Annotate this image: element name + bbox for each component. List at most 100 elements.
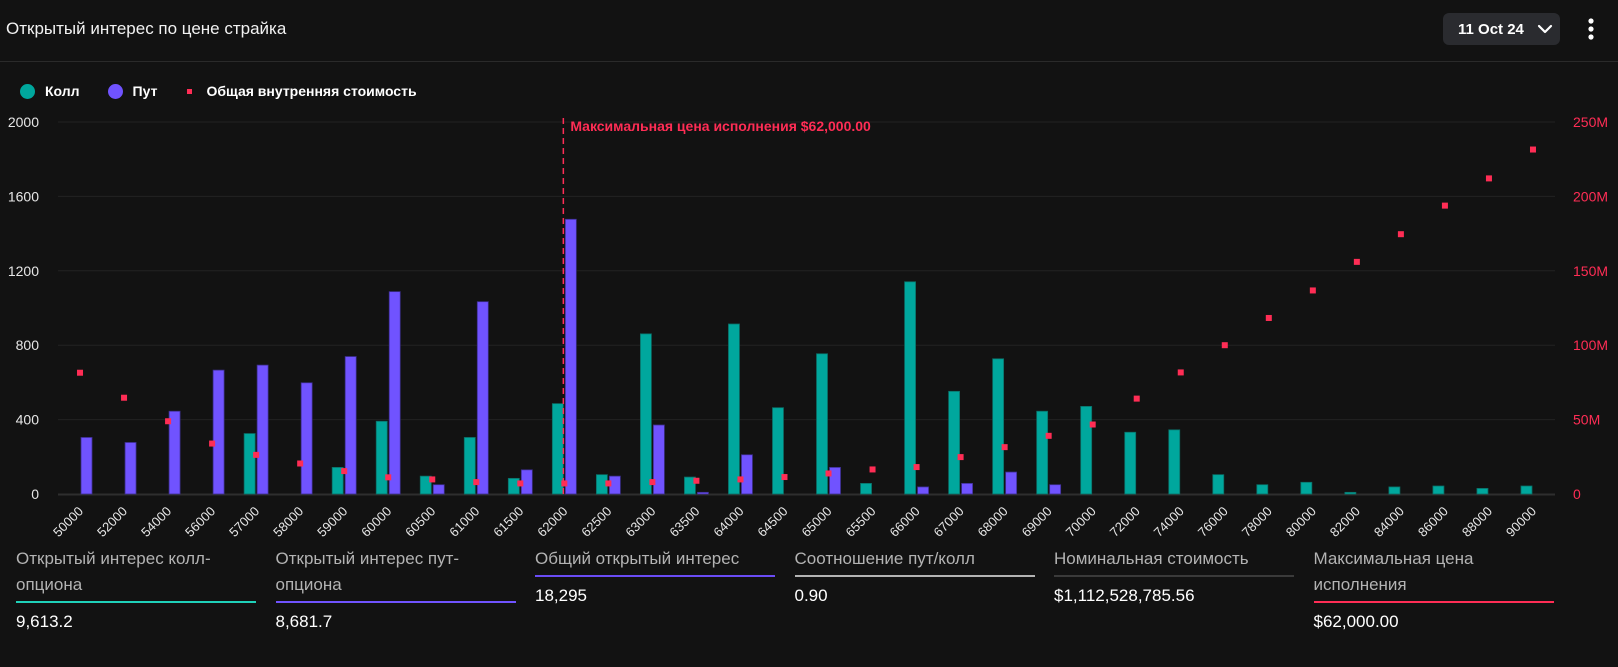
x-tick-label: 60500 (402, 504, 438, 540)
stat-notional-value: Номинальная стоимость $1,112,528,785.56 (1054, 546, 1294, 633)
stat-underline (794, 575, 1035, 577)
x-tick-label: 56000 (182, 504, 218, 540)
intrinsic-point (1045, 432, 1052, 439)
put-bar (917, 486, 929, 495)
intrinsic-point (1001, 444, 1008, 451)
intrinsic-point (737, 476, 744, 483)
call-bar (463, 437, 476, 495)
intrinsic-point (1089, 421, 1096, 428)
y-tick-label: 1600 (8, 188, 39, 204)
kebab-menu-icon[interactable] (1582, 14, 1600, 44)
page-title: Открытый интерес по цене страйка (6, 19, 287, 38)
intrinsic-point (649, 479, 656, 486)
stat-underline (1054, 575, 1294, 577)
date-selector-label: 11 Oct 24 (1458, 20, 1524, 38)
stat-label: Максимальная цена исполнения (1313, 549, 1474, 594)
x-tick-label: 63000 (622, 504, 658, 540)
y2-tick-label: 100M (1573, 337, 1608, 353)
call-bar (1168, 429, 1181, 495)
call-bar (728, 323, 740, 495)
put-bar (829, 467, 841, 495)
call-bar (375, 420, 388, 495)
x-tick-label: 67000 (931, 504, 967, 540)
put-bar (697, 491, 709, 495)
x-tick-label: 84000 (1371, 504, 1407, 540)
legend-item-intrinsic-value[interactable]: Общая внутренняя стоимость (185, 83, 417, 99)
put-bar (564, 218, 577, 495)
call-bar (1520, 485, 1533, 495)
call-bar (1432, 485, 1445, 495)
x-axis: 50000 52000 54000 56000 57000 58000 59000 60000… (50, 504, 1539, 540)
intrinsic-point (1529, 146, 1536, 153)
legend-label: Колл (45, 83, 80, 99)
intrinsic-point (1485, 175, 1492, 182)
legend-item-put[interactable]: Пут (107, 83, 158, 99)
header: Открытый интерес по цене страйка 11 Oct … (0, 0, 1618, 62)
intrinsic-point (781, 474, 788, 481)
stat-underline (275, 601, 516, 603)
put-bar (388, 291, 401, 495)
y2-tick-label: 200M (1573, 188, 1608, 204)
stats-row: Открытый интерес колл-опциона 9,613.2 От… (16, 546, 1573, 633)
intrinsic-point (253, 451, 260, 458)
intrinsic-point (473, 479, 480, 486)
date-selector[interactable]: 11 Oct 24 (1443, 13, 1560, 45)
y-tick-label: 400 (16, 412, 40, 428)
intrinsic-point (693, 477, 700, 484)
intrinsic-point (429, 476, 436, 483)
stat-put-oi: Открытый интерес пут-опциона 8,681.7 (275, 546, 516, 633)
x-tick-label: 62000 (534, 504, 570, 540)
call-bar (1124, 431, 1137, 495)
legend-label: Пут (132, 83, 158, 99)
call-bar (243, 433, 256, 495)
put-bar (741, 454, 753, 495)
put-bar (1005, 471, 1018, 495)
call-bar (419, 475, 432, 495)
intrinsic-point (1265, 314, 1272, 321)
stat-value: 9,613.2 (16, 612, 73, 631)
y2-tick-label: 50M (1573, 412, 1600, 428)
intrinsic-point (121, 394, 128, 401)
call-bar (772, 407, 784, 495)
x-tick-label: 69000 (1019, 504, 1055, 540)
x-tick-label: 65000 (798, 504, 834, 540)
x-tick-label: 90000 (1503, 504, 1539, 540)
call-bar (331, 467, 344, 495)
y-tick-label: 0 (31, 486, 39, 502)
put-bar (256, 364, 269, 495)
stat-label: Открытый интерес колл-опциона (16, 549, 211, 594)
put-bar (212, 369, 225, 495)
intrinsic-point (209, 440, 216, 447)
legend-item-call[interactable]: Колл (20, 83, 80, 99)
call-bar (992, 358, 1005, 495)
x-tick-label: 64500 (754, 504, 790, 540)
put-bar (80, 437, 93, 495)
max-pain-label: Максимальная цена исполнения $62,000.00 (570, 118, 871, 134)
x-tick-label: 60000 (358, 504, 394, 540)
put-bar (476, 301, 489, 495)
y-tick-label: 800 (16, 337, 40, 353)
x-tick-label: 61000 (446, 504, 482, 540)
put-bar (961, 482, 974, 495)
intrinsic-point (1397, 231, 1404, 238)
intrinsic-swatch-icon (187, 88, 193, 94)
call-bar (1212, 474, 1225, 495)
intrinsic-point (561, 480, 568, 487)
x-tick-label: 86000 (1415, 504, 1451, 540)
open-interest-chart: 0 400 800 1200 1600 2000 0 50M 100M 150M 200M 250M… (8, 114, 1608, 540)
intrinsic-point (77, 369, 84, 376)
x-tick-label: 66000 (887, 504, 923, 540)
y-axis-right: 0 50M 100M 150M 200M 250M (1573, 114, 1608, 502)
stat-max-pain: Максимальная цена исполнения $62,000.00 (1313, 546, 1554, 633)
intrinsic-point (1133, 395, 1140, 402)
intrinsic-point (869, 466, 876, 473)
y-tick-label: 2000 (8, 114, 39, 130)
call-bar (684, 476, 696, 495)
intrinsic-points (77, 146, 1536, 487)
call-bar (1476, 488, 1489, 495)
intrinsic-point (341, 468, 348, 475)
y2-tick-label: 250M (1573, 114, 1608, 130)
put-bar (168, 410, 181, 495)
call-bar (1388, 486, 1401, 495)
intrinsic-point (913, 464, 920, 471)
